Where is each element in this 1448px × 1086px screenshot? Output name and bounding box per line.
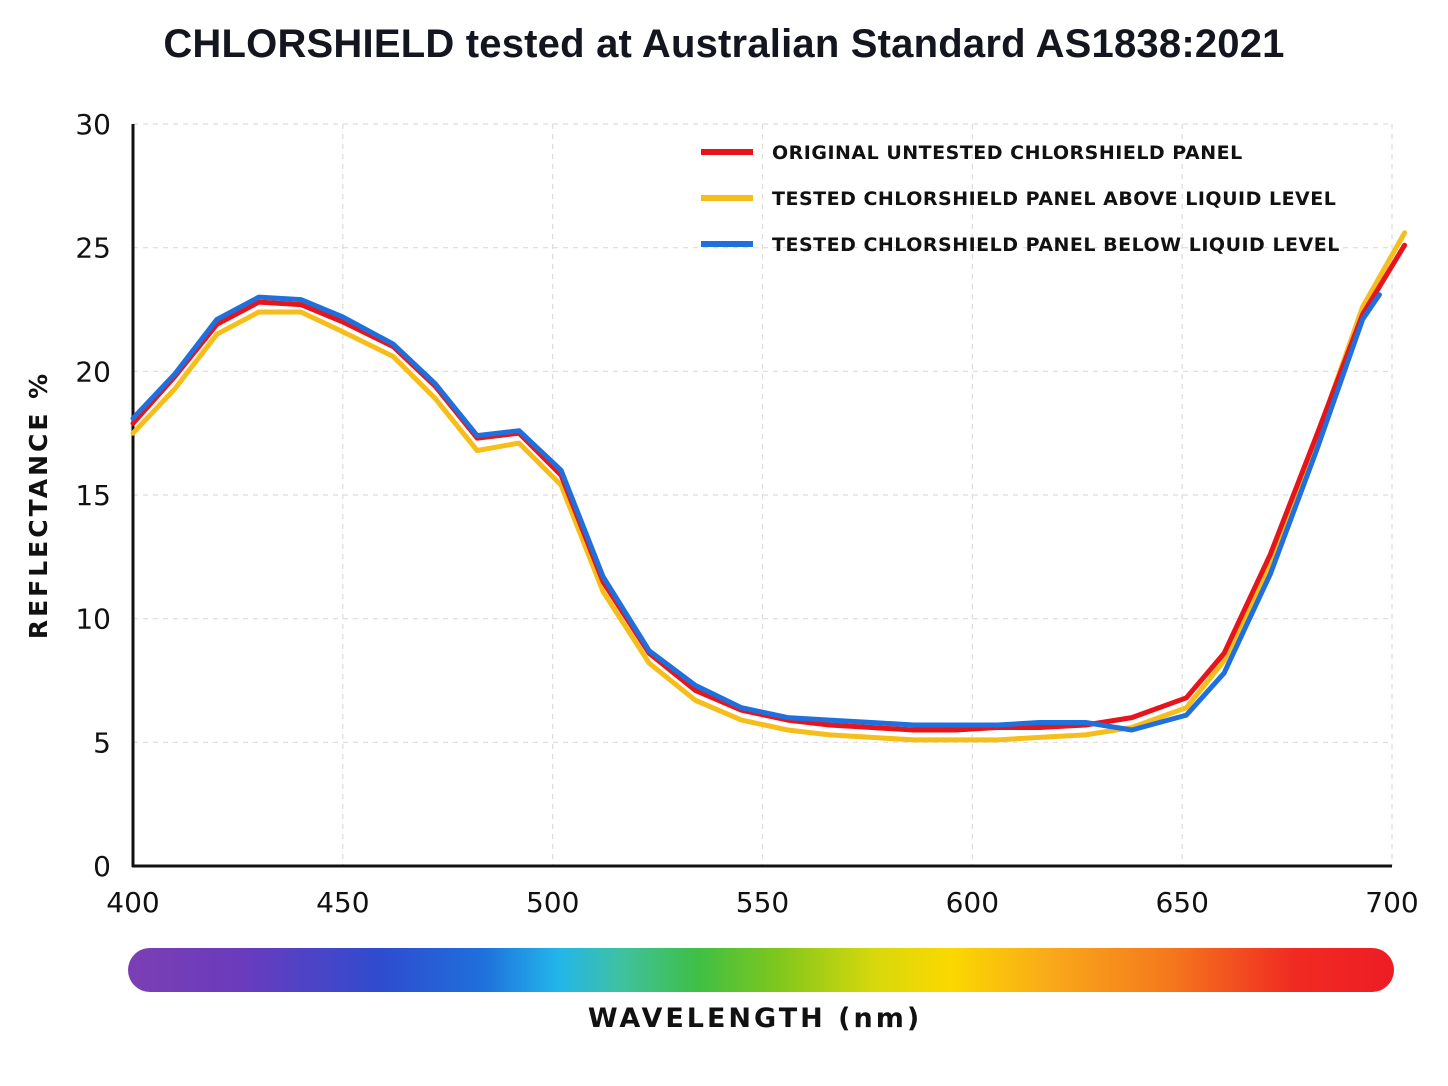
- y-tick-label: 5: [93, 726, 111, 759]
- y-axis-label: REFLECTANCE %: [24, 371, 53, 639]
- legend-label: TESTED CHLORSHIELD PANEL ABOVE LIQUID LE…: [772, 188, 1336, 210]
- legend-label: ORIGINAL UNTESTED CHLORSHIELD PANEL: [772, 142, 1243, 164]
- visible-spectrum-bar: [128, 948, 1394, 992]
- y-tick-label: 15: [75, 479, 111, 512]
- series-line: [130, 242, 1408, 733]
- axes: [131, 124, 1392, 868]
- x-tick-label: 600: [946, 886, 999, 919]
- x-tick-label: 550: [736, 886, 789, 919]
- x-tick-label: 400: [106, 886, 159, 919]
- tick-labels: 0 5 10 15 20 25 30 400 450 500 550 600 650 700: [75, 108, 1418, 919]
- y-tick-label: 30: [75, 108, 111, 141]
- series-lines: [130, 230, 1408, 743]
- y-tick-label: 20: [75, 355, 111, 388]
- y-tick-label: 25: [75, 232, 111, 265]
- grid: [133, 123, 1393, 866]
- x-tick-label: 450: [316, 886, 369, 919]
- y-tick-label: 0: [93, 850, 111, 883]
- x-tick-label: 500: [526, 886, 579, 919]
- legend: ORIGINAL UNTESTED CHLORSHIELD PANEL TESTE…: [701, 142, 1340, 256]
- x-axis-label: WAVELENGTH (nm): [587, 1003, 923, 1034]
- x-tick-label: 650: [1155, 886, 1208, 919]
- series-line: [130, 230, 1408, 743]
- series-line: [130, 292, 1382, 733]
- x-tick-label: 700: [1365, 886, 1418, 919]
- legend-label: TESTED CHLORSHIELD PANEL BELOW LIQUID LE…: [772, 234, 1340, 256]
- y-tick-label: 10: [75, 603, 111, 636]
- chart-title: CHLORSHIELD tested at Australian Standar…: [163, 22, 1285, 66]
